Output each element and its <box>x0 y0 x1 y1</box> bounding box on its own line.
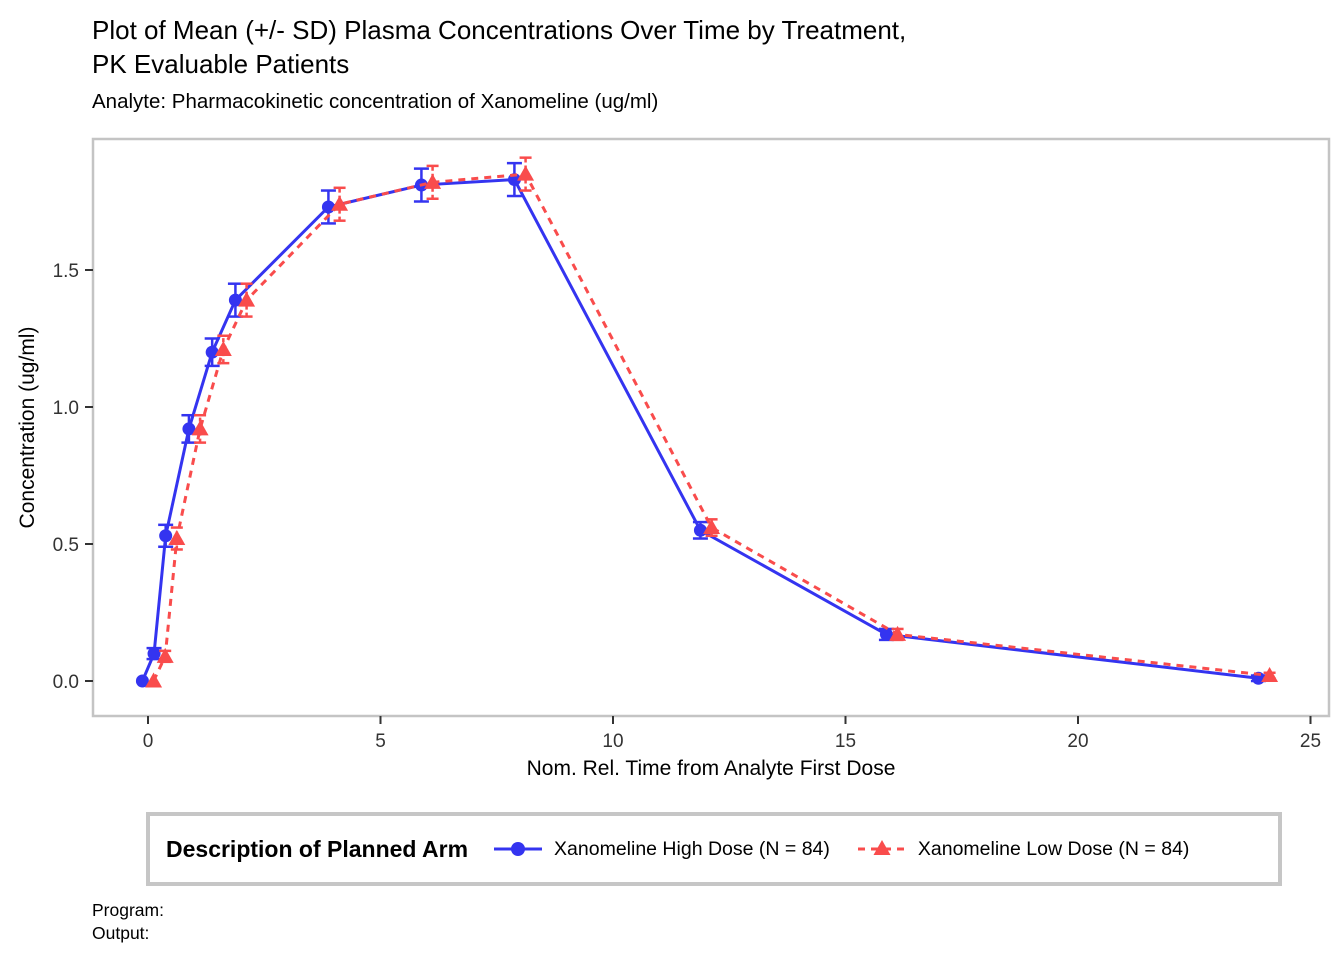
chart-title: Plot of Mean (+/- SD) Plasma Concentrati… <box>92 13 906 81</box>
chart-title-line1: Plot of Mean (+/- SD) Plasma Concentrati… <box>92 15 907 45</box>
x-tick-label: 20 <box>1067 731 1088 752</box>
data-point-circle <box>135 674 149 688</box>
legend: Description of Planned Arm Xanomeline Hi… <box>146 812 1282 886</box>
legend-marker-triangle <box>873 840 891 855</box>
low-dose-line-triangle-icon <box>857 840 906 855</box>
x-tick-label: 10 <box>602 731 623 752</box>
x-tick-label: 15 <box>835 731 856 752</box>
plot-area: 0.0 0.5 1.0 1.5 0 5 10 15 20 25 Nom. Rel. Time fro… <box>16 137 1331 780</box>
output-label: Output: <box>92 923 150 943</box>
high-dose-line-circle-icon <box>494 842 543 856</box>
data-point-triangle <box>889 625 907 641</box>
high-dose-line <box>141 178 1259 682</box>
footer: Program: Output: <box>92 899 164 945</box>
x-axis-title: Nom. Rel. Time from Analyte First Dose <box>527 757 896 780</box>
data-point-triangle <box>214 340 232 356</box>
program-label: Program: <box>92 900 164 920</box>
legend-entry-label-high-dose: Xanomeline High Dose (N = 84) <box>554 837 830 860</box>
data-point-triangle <box>1261 667 1279 683</box>
x-tick-label: 5 <box>375 731 386 752</box>
series-low-dose <box>145 156 1279 688</box>
data-point-triangle <box>517 165 535 181</box>
panel-border <box>91 137 1331 718</box>
x-axis: 0 5 10 15 20 25 <box>143 716 1321 752</box>
y-tick-label: 0.5 <box>53 535 79 556</box>
y-tick-label: 0.0 <box>53 672 79 693</box>
legend-marker-circle <box>511 842 526 856</box>
legend-title: Description of Planned Arm <box>166 835 469 862</box>
data-point-triangle <box>145 672 163 688</box>
legend-entry-high-dose: Xanomeline High Dose (N = 84) <box>492 836 830 862</box>
y-axis: 0.0 0.5 1.0 1.5 <box>53 261 93 693</box>
chart-subtitle: Analyte: Pharmacokinetic concentration o… <box>92 90 659 113</box>
low-dose-line <box>152 172 1270 682</box>
data-point-triangle <box>191 420 209 436</box>
data-point-triangle <box>424 173 442 189</box>
data-point-circle <box>182 422 196 436</box>
data-point-triangle <box>156 647 174 663</box>
x-tick-label: 0 <box>143 731 154 752</box>
y-tick-label: 1.5 <box>53 261 79 282</box>
data-point-circle <box>147 647 161 661</box>
x-tick-label: 25 <box>1300 731 1321 752</box>
data-point-circle <box>205 345 219 359</box>
data-point-circle <box>879 627 893 641</box>
series-high-dose <box>135 161 1266 688</box>
y-axis-title: Concentration (ug/ml) <box>16 327 39 529</box>
legend-entry-low-dose: Xanomeline Low Dose (N = 84) <box>856 836 1190 862</box>
legend-entry-label-low-dose: Xanomeline Low Dose (N = 84) <box>917 837 1190 860</box>
y-tick-label: 1.0 <box>53 398 79 419</box>
data-point-triangle <box>168 530 186 546</box>
data-point-circle <box>321 200 335 214</box>
data-point-triangle <box>703 519 721 535</box>
chart-title-line2: PK Evaluable Patients <box>92 49 350 79</box>
data-point-circle <box>159 529 173 543</box>
data-point-triangle <box>331 195 349 211</box>
data-point-circle <box>228 293 242 307</box>
data-point-circle <box>693 523 707 537</box>
data-point-triangle <box>238 291 256 307</box>
